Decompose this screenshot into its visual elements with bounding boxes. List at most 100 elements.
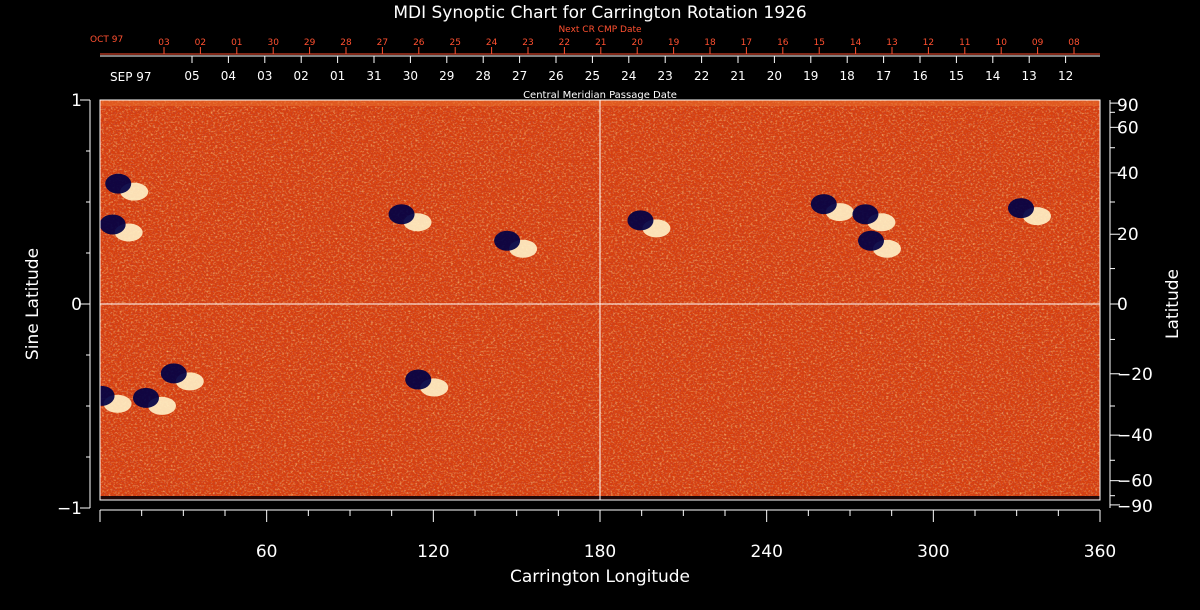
y-axis-right-label: Latitude (1163, 269, 1183, 339)
y-axis-left: 1 0 −1 (57, 91, 91, 519)
next-axis-date: 02 (195, 38, 206, 48)
next-axis-date: 17 (741, 38, 752, 48)
y-tick-label-right: −60 (1117, 472, 1153, 492)
region-negative (133, 387, 159, 408)
active-region (100, 214, 143, 242)
next-axis-date: 09 (1032, 38, 1044, 48)
y-tick-label-right: −40 (1117, 426, 1153, 446)
y-axis-left-label: Sine Latitude (23, 248, 43, 360)
active-region (105, 173, 149, 201)
active-region (388, 204, 432, 232)
region-negative (405, 369, 432, 390)
y-tick-label-right: 0 (1117, 295, 1128, 315)
next-axis-date: 26 (413, 38, 425, 48)
next-axis-date: 03 (158, 38, 169, 48)
top-axis-date: 14 (985, 69, 1000, 83)
next-axis-date: 19 (668, 38, 680, 48)
next-axis-date: 21 (595, 38, 606, 48)
synoptic-map (100, 100, 1100, 500)
next-axis-date: 29 (304, 38, 316, 48)
top-axis-date: 25 (585, 69, 600, 83)
next-axis-date: 11 (959, 38, 970, 48)
region-negative (100, 214, 126, 235)
active-regions (100, 173, 1051, 415)
x-tick-label: 240 (750, 542, 782, 562)
next-axis-label: Next CR CMP Date (558, 25, 642, 35)
region-negative (100, 385, 115, 406)
y-tick-label-left: 1 (71, 91, 82, 111)
x-tick-label: 180 (584, 542, 616, 562)
next-axis-date: 23 (522, 38, 533, 48)
region-negative (494, 230, 521, 251)
active-region (810, 194, 854, 222)
y-tick-label-right: 40 (1117, 164, 1139, 184)
y-tick-label-right: 60 (1117, 118, 1139, 138)
next-axis-date: 08 (1068, 38, 1080, 48)
next-axis-date: 22 (559, 38, 570, 48)
next-axis-date: 24 (486, 38, 498, 48)
top-axis-date: 03 (257, 69, 272, 83)
active-region (133, 387, 176, 415)
next-axis-date: 10 (995, 38, 1007, 48)
x-axis: 60 120 180 240 300 360 (99, 509, 1116, 562)
top-axis: 05 04 03 02 01 31 30 29 28 27 26 25 24 23 22 21 20 19 18 17… (100, 55, 1100, 83)
region-negative (858, 230, 884, 251)
region-negative (810, 194, 837, 215)
region-negative (388, 204, 415, 225)
top-axis-date: 28 (476, 69, 491, 83)
next-axis-date: 27 (377, 38, 388, 48)
top-axis-date: 31 (366, 69, 381, 83)
next-axis-date: 18 (704, 38, 716, 48)
x-axis-label: Carrington Longitude (510, 567, 690, 587)
next-axis-date: 28 (340, 38, 352, 48)
y-tick-label-right: 20 (1117, 225, 1139, 245)
y-tick-label-right: 90 (1117, 96, 1139, 116)
next-axis: 03 02 01 30 29 28 27 26 25 24 23 22 21 20 19 18 17 16 15 14… (100, 38, 1100, 55)
y-tick-label-right: −20 (1117, 365, 1153, 385)
active-region (627, 210, 671, 238)
top-axis-date: 05 (184, 69, 199, 83)
top-axis-date: 23 (658, 69, 673, 83)
next-axis-date: 01 (231, 38, 242, 48)
active-region (160, 363, 204, 391)
active-region (494, 230, 538, 258)
active-region (100, 385, 132, 413)
region-negative (105, 173, 132, 194)
top-axis-month-label: SEP 97 (110, 70, 152, 84)
top-axis-date: 16 (912, 69, 927, 83)
y-tick-label-left: −1 (57, 499, 82, 519)
top-axis-date: 13 (1022, 69, 1037, 83)
top-axis-date: 30 (403, 69, 418, 83)
region-negative (1008, 198, 1034, 219)
next-axis-date: 15 (813, 38, 824, 48)
x-tick-label: 60 (256, 542, 278, 562)
top-axis-date: 15 (949, 69, 964, 83)
x-tick-label: 300 (917, 542, 949, 562)
active-region (1008, 198, 1051, 226)
top-axis-date: 20 (767, 69, 782, 83)
top-axis-date: 19 (803, 69, 818, 83)
next-axis-date: 16 (777, 38, 789, 48)
next-axis-month-label: OCT 97 (90, 35, 123, 45)
x-tick-label: 120 (417, 542, 449, 562)
next-axis-date: 25 (449, 38, 460, 48)
region-negative (160, 363, 187, 384)
x-tick-label: 360 (1084, 542, 1116, 562)
next-axis-date: 30 (267, 38, 279, 48)
top-axis-date: 24 (621, 69, 636, 83)
top-axis-date: 18 (840, 69, 855, 83)
region-negative (852, 204, 879, 225)
next-axis-date: 13 (886, 38, 897, 48)
top-axis-date: 17 (876, 69, 891, 83)
top-axis-date: 27 (512, 69, 527, 83)
active-region (852, 204, 896, 232)
y-tick-label-right: −90 (1117, 497, 1153, 517)
active-region (858, 230, 901, 258)
active-region (405, 369, 449, 397)
top-axis-date: 26 (548, 69, 563, 83)
top-axis-label: Central Meridian Passage Date (523, 90, 677, 101)
y-tick-label-left: 0 (71, 295, 82, 315)
top-axis-date: 01 (330, 69, 345, 83)
